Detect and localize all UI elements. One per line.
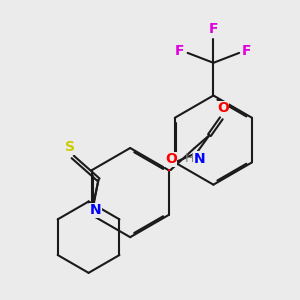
- Text: N: N: [90, 203, 101, 218]
- Text: S: S: [65, 140, 75, 154]
- Text: O: O: [217, 101, 229, 115]
- Text: F: F: [242, 44, 252, 58]
- Text: F: F: [209, 22, 218, 36]
- Text: O: O: [165, 152, 177, 166]
- Text: N: N: [194, 152, 205, 166]
- Text: H: H: [184, 152, 194, 165]
- Text: F: F: [175, 44, 185, 58]
